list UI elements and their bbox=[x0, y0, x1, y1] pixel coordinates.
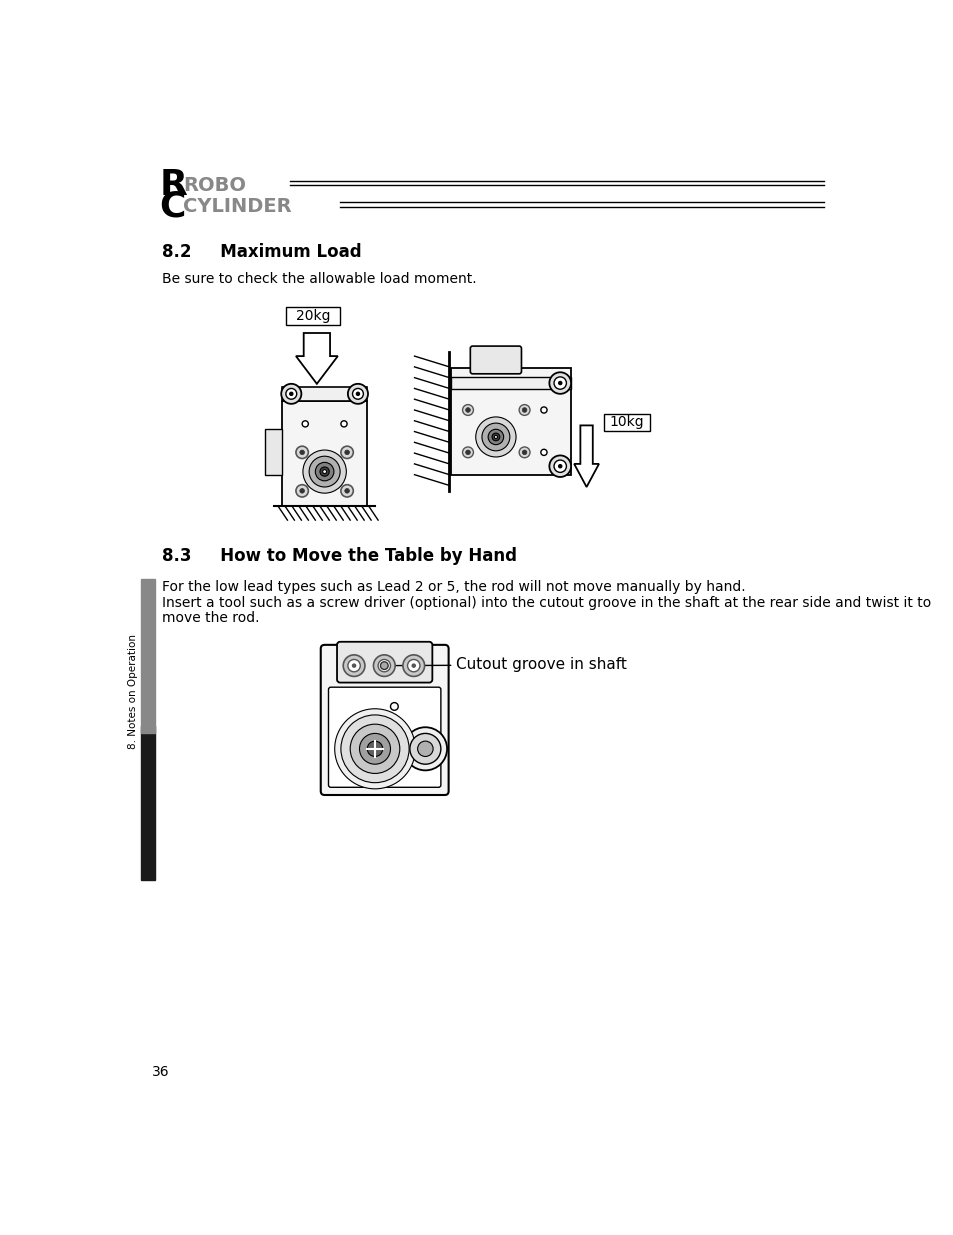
Circle shape bbox=[492, 433, 499, 441]
Text: move the rod.: move the rod. bbox=[162, 611, 259, 625]
Circle shape bbox=[340, 446, 353, 458]
Circle shape bbox=[521, 408, 526, 412]
Text: R: R bbox=[159, 168, 187, 203]
Text: 8.2     Maximum Load: 8.2 Maximum Load bbox=[162, 243, 361, 261]
Bar bbox=[451, 377, 571, 389]
Bar bbox=[141, 726, 154, 879]
Circle shape bbox=[373, 655, 395, 677]
Circle shape bbox=[353, 664, 355, 667]
Text: Be sure to check the allowable load moment.: Be sure to check the allowable load mome… bbox=[162, 272, 476, 287]
Circle shape bbox=[340, 421, 347, 427]
Circle shape bbox=[315, 462, 334, 480]
FancyBboxPatch shape bbox=[336, 642, 432, 683]
Circle shape bbox=[481, 424, 509, 451]
Circle shape bbox=[390, 703, 397, 710]
Circle shape bbox=[476, 417, 516, 457]
Polygon shape bbox=[295, 333, 337, 384]
Circle shape bbox=[356, 393, 359, 395]
Circle shape bbox=[518, 405, 530, 415]
Circle shape bbox=[377, 659, 390, 672]
Circle shape bbox=[462, 405, 473, 415]
Circle shape bbox=[554, 461, 566, 472]
Circle shape bbox=[299, 489, 304, 493]
Bar bbox=[603, 414, 649, 431]
Text: For the low lead types such as Lead 2 or 5, the rod will not move manually by ha: For the low lead types such as Lead 2 or… bbox=[162, 580, 744, 594]
Circle shape bbox=[558, 464, 561, 468]
FancyBboxPatch shape bbox=[470, 346, 521, 374]
Text: 20kg: 20kg bbox=[295, 309, 330, 324]
Bar bbox=[282, 387, 367, 401]
Circle shape bbox=[344, 450, 349, 454]
Circle shape bbox=[462, 447, 473, 458]
Circle shape bbox=[518, 447, 530, 458]
Text: CYLINDER: CYLINDER bbox=[183, 198, 291, 216]
Text: Cutout groove in shaft: Cutout groove in shaft bbox=[387, 657, 626, 672]
Circle shape bbox=[488, 430, 503, 445]
Circle shape bbox=[403, 727, 447, 771]
Circle shape bbox=[344, 489, 349, 493]
Circle shape bbox=[402, 655, 424, 677]
Text: ROBO: ROBO bbox=[183, 175, 246, 195]
Circle shape bbox=[382, 664, 385, 667]
Circle shape bbox=[340, 715, 409, 783]
Circle shape bbox=[350, 724, 399, 773]
Circle shape bbox=[281, 384, 301, 404]
Circle shape bbox=[521, 450, 526, 454]
FancyBboxPatch shape bbox=[328, 687, 440, 787]
Circle shape bbox=[348, 384, 368, 404]
Bar bbox=[265, 430, 282, 475]
Circle shape bbox=[335, 709, 415, 789]
Circle shape bbox=[554, 377, 566, 389]
Circle shape bbox=[290, 393, 293, 395]
Text: 36: 36 bbox=[152, 1066, 170, 1079]
Circle shape bbox=[359, 734, 390, 764]
Polygon shape bbox=[574, 425, 598, 487]
Text: 8. Notes on Operation: 8. Notes on Operation bbox=[128, 634, 138, 748]
Circle shape bbox=[367, 741, 382, 757]
Circle shape bbox=[549, 456, 571, 477]
Circle shape bbox=[319, 467, 329, 477]
Circle shape bbox=[540, 406, 546, 412]
Circle shape bbox=[465, 450, 470, 454]
Circle shape bbox=[380, 662, 388, 669]
Circle shape bbox=[540, 450, 546, 456]
Circle shape bbox=[303, 450, 346, 493]
Text: C: C bbox=[159, 190, 186, 224]
Circle shape bbox=[549, 372, 571, 394]
Text: 10kg: 10kg bbox=[609, 415, 643, 430]
Circle shape bbox=[295, 446, 308, 458]
Circle shape bbox=[353, 389, 363, 399]
FancyBboxPatch shape bbox=[320, 645, 448, 795]
Circle shape bbox=[299, 450, 304, 454]
Bar bbox=[282, 401, 367, 506]
Circle shape bbox=[286, 389, 296, 399]
Circle shape bbox=[410, 734, 440, 764]
Circle shape bbox=[465, 408, 470, 412]
Circle shape bbox=[309, 456, 340, 487]
Circle shape bbox=[407, 659, 419, 672]
Circle shape bbox=[348, 659, 360, 672]
Bar bbox=[141, 579, 154, 734]
Circle shape bbox=[558, 382, 561, 384]
Bar bbox=[451, 368, 571, 475]
Text: Insert a tool such as a screw driver (optional) into the cutout groove in the sh: Insert a tool such as a screw driver (op… bbox=[162, 595, 930, 610]
Circle shape bbox=[494, 436, 497, 438]
Circle shape bbox=[417, 741, 433, 757]
Circle shape bbox=[322, 469, 326, 473]
Bar bbox=[286, 306, 340, 325]
Circle shape bbox=[302, 421, 308, 427]
Text: 8.3     How to Move the Table by Hand: 8.3 How to Move the Table by Hand bbox=[162, 547, 517, 566]
Circle shape bbox=[340, 484, 353, 496]
Circle shape bbox=[343, 655, 365, 677]
Circle shape bbox=[412, 664, 415, 667]
Circle shape bbox=[295, 484, 308, 496]
